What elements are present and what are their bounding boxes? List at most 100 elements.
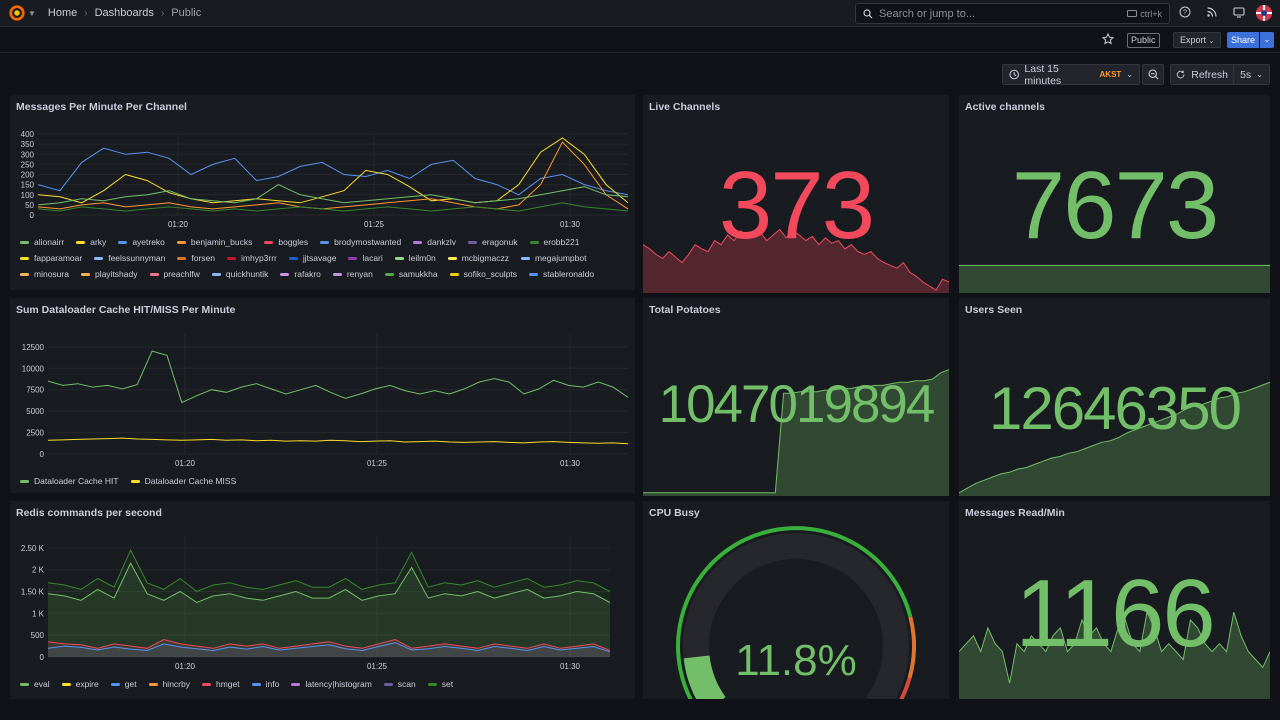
legend-swatch <box>149 272 159 276</box>
legend-item[interactable]: eval <box>20 679 50 689</box>
y-tick-label: 2500 <box>26 429 44 438</box>
legend-item[interactable]: mcbigmaczz <box>447 253 509 263</box>
legend-item[interactable]: Dataloader Cache HIT <box>20 476 119 486</box>
legend-item[interactable]: brodymostwanted <box>320 237 401 247</box>
legend-item[interactable]: benjamin_bucks <box>176 237 252 247</box>
y-tick-label: 1 K <box>32 609 45 618</box>
legend-item[interactable]: minosura <box>20 269 69 279</box>
zoom-out-button[interactable] <box>1142 64 1164 85</box>
export-button[interactable]: Export ⌄ <box>1173 32 1222 48</box>
y-tick-label: 50 <box>25 201 34 210</box>
legend-item[interactable]: lacari <box>348 253 383 263</box>
legend-item[interactable]: rafakro <box>280 269 321 279</box>
share-button[interactable]: Share <box>1227 32 1259 48</box>
legend-label: alionairr <box>34 237 65 247</box>
legend-swatch <box>348 256 358 260</box>
legend-item[interactable]: expire <box>61 679 99 689</box>
panel-title: Messages Read/Min <box>965 507 1065 519</box>
legend-item[interactable]: megajumpbot <box>520 253 586 263</box>
legend-swatch <box>288 256 298 260</box>
legend-label: fapparamoar <box>34 253 83 263</box>
time-range-picker[interactable]: Last 15 minutes AKST ⌄ <box>1002 63 1140 87</box>
star-icon[interactable] <box>1102 33 1114 45</box>
legend-item[interactable]: leilm0n <box>394 253 436 263</box>
legend-item[interactable]: playitshady <box>80 269 138 279</box>
legend-swatch <box>529 272 539 276</box>
legend-item[interactable]: quickhuntik <box>211 269 268 279</box>
search-input[interactable] <box>879 7 1128 20</box>
panel-title: Redis commands per second <box>16 507 162 519</box>
shortcut-text: ctrl+k <box>1140 8 1162 19</box>
legend-item[interactable]: info <box>251 679 279 689</box>
legend-item[interactable]: fapparamoar <box>20 253 82 263</box>
legend-item[interactable]: erobb221 <box>529 237 579 247</box>
search-icon <box>863 8 873 18</box>
breadcrumb-home[interactable]: Home <box>47 7 78 19</box>
help-icon[interactable]: ? <box>1178 5 1192 19</box>
legend-item[interactable]: samukkha <box>384 269 438 279</box>
search-box[interactable]: ctrl+k <box>855 3 1170 24</box>
legend-item[interactable]: studytme <box>20 285 69 287</box>
chevron-right-icon: › <box>84 7 88 19</box>
refresh-interval-picker[interactable]: 5s ⌄ <box>1234 64 1270 85</box>
legend-item[interactable]: Dataloader Cache MISS <box>130 476 237 486</box>
active-channels-value: 7673 <box>1011 152 1220 259</box>
series-area-set <box>48 550 610 657</box>
legend-swatch <box>177 256 187 260</box>
refresh-button[interactable]: Refresh <box>1170 64 1234 85</box>
panel-dataloader-cache: Sum Dataloader Cache HIT/MISS Per Minute… <box>10 298 635 493</box>
avatar[interactable] <box>1256 5 1272 21</box>
rss-icon[interactable] <box>1205 5 1219 19</box>
panel-active-channels: Active channels 7673 <box>959 95 1270 293</box>
legend-item[interactable]: ayetreko <box>118 237 165 247</box>
legend-swatch <box>529 240 539 244</box>
legend-item[interactable]: renyan <box>332 269 373 279</box>
legend-item[interactable]: boggles <box>264 237 308 247</box>
breadcrumb-dashboards[interactable]: Dashboards <box>94 7 154 19</box>
legend-item[interactable]: jjtsavage <box>288 253 336 263</box>
public-badge: Public <box>1127 33 1160 48</box>
legend-item[interactable]: eragonuk <box>468 237 518 247</box>
legend-item[interactable]: forsen <box>177 253 215 263</box>
chevron-down-icon[interactable]: ▼ <box>28 8 36 18</box>
legend-label: brodymostwanted <box>334 237 402 247</box>
grafana-logo-icon[interactable] <box>8 4 26 22</box>
y-tick-label: 2 K <box>32 566 45 575</box>
legend-item[interactable]: set <box>427 679 454 689</box>
share-dropdown-button[interactable]: ⌄ <box>1260 32 1274 48</box>
panel-title: CPU Busy <box>649 507 700 519</box>
chevron-right-icon: › <box>160 7 165 19</box>
legend-item[interactable]: get <box>110 679 137 689</box>
legend-label: set <box>441 679 454 689</box>
legend-label: Dataloader Cache HIT <box>34 476 119 486</box>
legend-swatch <box>227 256 236 260</box>
legend-item[interactable]: latency|histogram <box>291 679 372 689</box>
sparkline-area <box>643 229 949 293</box>
refresh-interval-label: 5s <box>1240 68 1252 81</box>
monitor-icon[interactable] <box>1232 5 1246 19</box>
legend-label: Dataloader Cache MISS <box>144 476 237 486</box>
total-potatoes-value: 1047019894 <box>658 375 936 434</box>
legend-item[interactable]: dankzlv <box>413 237 456 247</box>
timezone-badge: AKST <box>1099 70 1122 79</box>
legend-item[interactable]: arky <box>76 237 106 247</box>
legend-swatch <box>110 682 120 686</box>
legend-item[interactable]: hincrby <box>148 679 190 689</box>
legend-item[interactable]: preachlfw <box>149 269 200 279</box>
legend-item[interactable]: hmget <box>201 679 240 689</box>
messages-read-sparkline <box>959 610 1270 699</box>
legend-item[interactable]: scan <box>383 679 416 689</box>
legend-item[interactable]: sofiko_sculpts <box>449 269 517 279</box>
gauge-threshold-green <box>676 526 913 699</box>
y-tick-label: 350 <box>21 140 35 149</box>
legend-item[interactable]: imhyp3rrr <box>227 253 277 263</box>
legend-item[interactable]: stableronaldo <box>529 269 594 279</box>
cache-chart: 12500 10000 7500 5000 2500 0 01:20 01:25 01:30 <box>22 334 629 468</box>
legend-item[interactable]: feelssunnyman <box>94 253 165 263</box>
live-channels-sparkline <box>643 228 949 293</box>
y-tick-label: 150 <box>21 181 35 190</box>
panel-messages-read: Messages Read/Min 1166 <box>959 501 1270 699</box>
panel-total-potatoes: Total Potatoes 1047019894 <box>643 298 949 496</box>
legend-item[interactable]: alionairr <box>20 237 64 247</box>
panel-redis-commands: Redis commands per second 2.50 K 2 K 1.50 … <box>10 501 635 699</box>
